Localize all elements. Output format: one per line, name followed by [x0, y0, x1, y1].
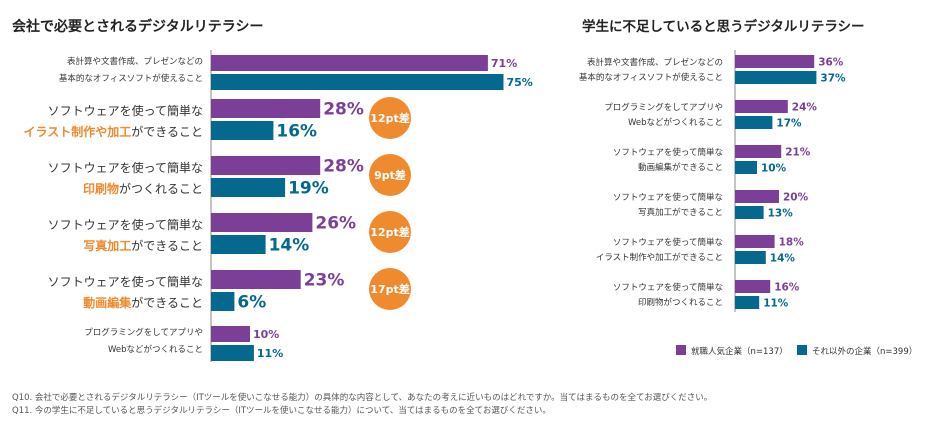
label-fragment: がつくれること: [119, 181, 203, 196]
left-bar-value-label: 71%: [491, 57, 517, 70]
right-bar: [735, 116, 773, 129]
pt-diff-label: 9pt差: [374, 168, 406, 182]
left-category-label: ソフトウェアを使って簡単な: [48, 274, 203, 289]
right-bar-value-label: 16%: [774, 282, 800, 294]
right-bar: [735, 280, 771, 293]
right-category-label: Webなどがつくれること: [628, 117, 723, 128]
left-bar-value-label: 23%: [304, 271, 345, 291]
right-bar: [735, 235, 775, 248]
right-chart-title: 学生に不足していると思うデジタルリテラシー: [582, 18, 865, 35]
left-bar-value-label: 26%: [315, 214, 356, 234]
left-bar: [211, 156, 321, 175]
legend-swatch-series1: [676, 345, 686, 355]
right-category-label: 基本的なオフィスソフトが使えること: [579, 72, 723, 83]
left-chart-title: 会社で必要とされるデジタルリテラシー: [12, 18, 263, 35]
label-fragment: ができること: [131, 124, 203, 139]
right-bar-value-label: 13%: [768, 208, 794, 220]
right-bar-value-label: 14%: [770, 253, 796, 265]
left-category-label: イラスト制作や加工ができること: [23, 124, 203, 139]
right-bar-value-label: 11%: [763, 298, 789, 310]
left-category-label: 印刷物がつくれること: [83, 181, 203, 196]
label-fragment: 印刷物: [83, 181, 119, 196]
right-category-label: イラスト制作や加工ができること: [596, 252, 723, 263]
left-bar-value-label: 19%: [288, 179, 329, 199]
right-category-label: 印刷物がつくれること: [638, 297, 723, 308]
right-bar-value-label: 18%: [779, 237, 805, 249]
right-bar: [735, 71, 817, 84]
left-bar-value-label: 10%: [253, 328, 279, 341]
footnote-q10: Q10. 会社で必要とされるデジタルリテラシー（ITツールを使いこなせる能力）の…: [12, 393, 713, 403]
left-bar: [211, 74, 504, 90]
pt-diff-badge: [369, 268, 411, 310]
right-category-label: 動画編集ができること: [638, 162, 723, 173]
pt-diff-badge: [369, 97, 411, 139]
label-fragment: ができること: [131, 238, 203, 253]
right-category-label: ソフトウェアを使って簡単な: [613, 237, 723, 248]
left-bar-value-label: 28%: [323, 157, 364, 177]
left-bar: [211, 235, 266, 254]
left-bar: [211, 213, 313, 232]
left-category-label: 基本的なオフィスソフトが使えること: [59, 73, 203, 84]
left-bar-value-label: 16%: [276, 122, 317, 142]
right-bar-value-label: 37%: [820, 73, 846, 85]
right-bar-value-label: 10%: [761, 163, 787, 175]
left-bar-value-label: 11%: [257, 347, 283, 360]
right-bar: [735, 190, 779, 203]
left-category-label: 表計算や文書作成、プレゼンなどの: [67, 56, 203, 67]
left-bar: [211, 270, 301, 289]
right-bar-value-label: 20%: [783, 192, 809, 204]
left-category-label: 動画編集ができること: [83, 295, 203, 310]
pt-diff-label: 12pt差: [370, 225, 409, 239]
legend-swatch-series2: [797, 345, 807, 355]
label-fragment: 動画編集: [83, 295, 132, 310]
legend-label-series1: 就職人気企業（n=137）: [691, 346, 788, 357]
left-category-label: ソフトウェアを使って簡単な: [48, 217, 203, 232]
left-category-label: ソフトウェアを使って簡単な: [48, 103, 203, 118]
right-bar: [735, 161, 757, 174]
right-bar: [735, 251, 766, 264]
left-bar: [211, 326, 250, 342]
left-category-label: Webなどがつくれること: [108, 344, 203, 355]
legend-label-series2: それ以外の企業（n=399）: [812, 346, 917, 357]
left-bar-value-label: 14%: [269, 236, 310, 256]
right-bar-value-label: 24%: [792, 102, 818, 114]
right-category-label: ソフトウェアを使って簡単な: [613, 192, 723, 203]
left-category-label: プログラミングをしてアプリや: [84, 327, 203, 338]
right-bar-value-label: 36%: [818, 57, 844, 69]
left-bar: [211, 55, 488, 71]
footnotes: Q10. 会社で必要とされるデジタルリテラシー（ITツールを使いこなせる能力）の…: [12, 392, 712, 418]
right-bar: [735, 100, 788, 113]
left-bar: [211, 121, 274, 140]
label-fragment: イラスト制作や加工: [23, 124, 131, 139]
footnote-q11: Q11. 今の学生に不足していると思うデジタルリテラシー（ITツールを使いこなせ…: [12, 406, 551, 416]
left-bar-value-label: 75%: [507, 76, 533, 89]
right-bar-value-label: 21%: [785, 147, 811, 159]
right-category-label: 写真加工ができること: [638, 207, 723, 218]
right-bar: [735, 206, 764, 219]
right-category-label: ソフトウェアを使って簡単な: [613, 282, 723, 293]
left-bar: [211, 345, 254, 361]
left-bar-value-label: 6%: [237, 293, 266, 313]
left-category-label: 写真加工ができること: [83, 238, 203, 253]
right-category-label: プログラミングをしてアプリや: [604, 102, 723, 113]
pt-diff-label: 17pt差: [370, 282, 409, 296]
right-bar-value-label: 17%: [776, 118, 802, 130]
left-bar: [211, 292, 235, 311]
right-bar: [735, 296, 760, 309]
right-bar: [735, 55, 815, 68]
pt-diff-label: 12pt差: [370, 111, 409, 125]
right-category-label: ソフトウェアを使って簡単な: [613, 147, 723, 158]
left-bar: [211, 178, 286, 197]
label-fragment: ができること: [131, 295, 203, 310]
left-bar-value-label: 28%: [323, 100, 364, 120]
pt-diff-badge: [369, 154, 411, 196]
right-category-label: 表計算や文書作成、プレゼンなどの: [587, 57, 723, 68]
label-fragment: 写真加工: [83, 238, 131, 253]
pt-diff-badge: [369, 211, 411, 253]
right-bar: [735, 145, 782, 158]
left-bar: [211, 99, 321, 118]
left-category-label: ソフトウェアを使って簡単な: [48, 160, 203, 175]
